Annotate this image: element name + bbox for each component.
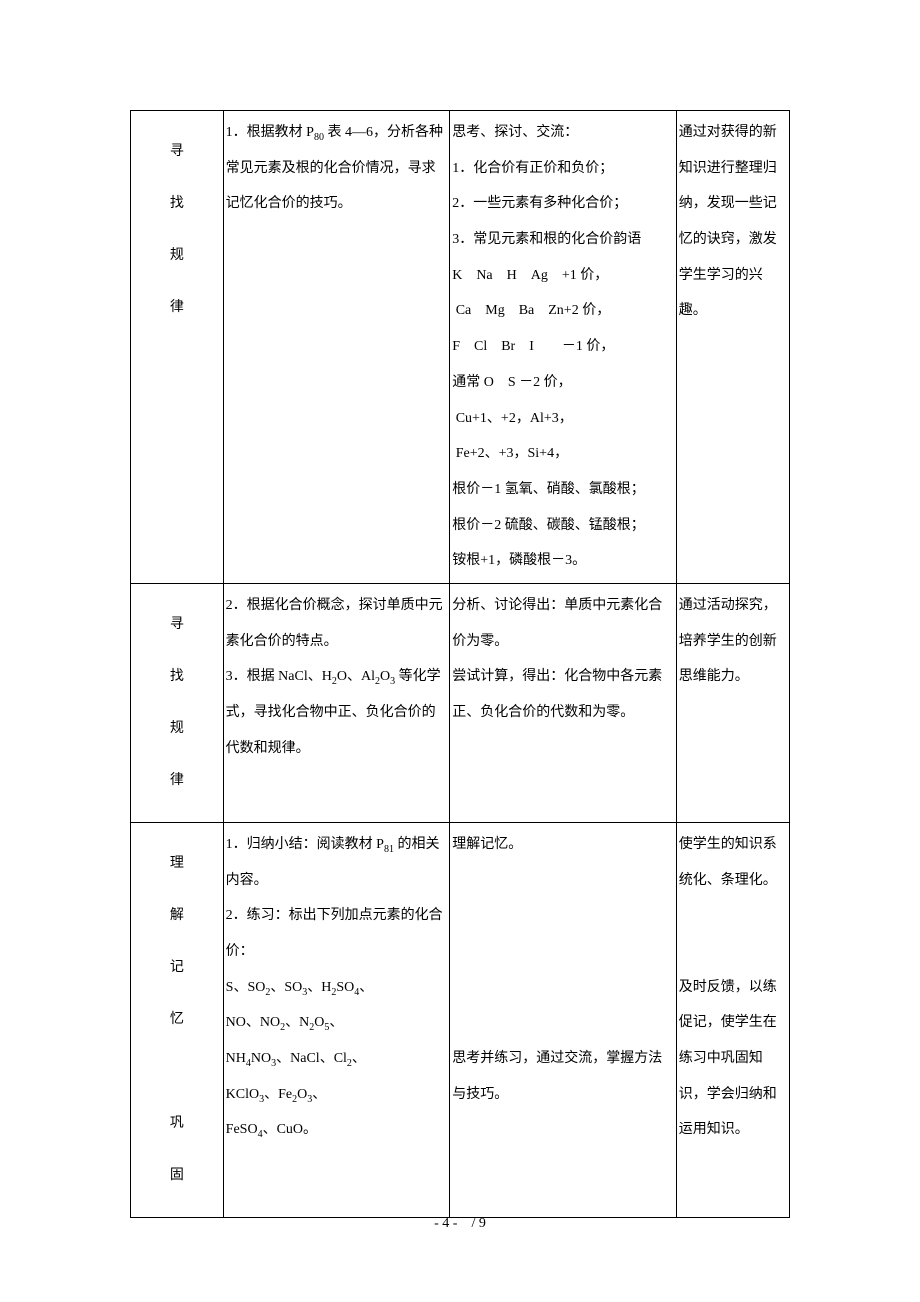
label-char [175, 1065, 179, 1079]
teacher-activity: 1．根据教材 P80 表 4—6，分析各种常见元素及根的化合价情况，寻求记忆化合… [223, 111, 450, 584]
teacher-activity: 1．归纳小结：阅读教材 P81 的相关内容。2．练习：标出下列加点元素的化合价：… [223, 822, 450, 1217]
label-char: 规 [170, 722, 184, 736]
label-char: 律 [170, 301, 184, 315]
student-activity: 分析、讨论得出：单质中元素化合价为零。尝试计算，得出：化合物中各元素正、负化合价… [450, 583, 677, 822]
label-char: 记 [170, 961, 184, 975]
table-row: 理解记忆 巩固1．归纳小结：阅读教材 P81 的相关内容。2．练习：标出下列加点… [131, 822, 790, 1217]
label-char: 固 [170, 1169, 184, 1183]
design-intent: 通过对获得的新知识进行整理归纳，发现一些记忆的诀窍，激发学生学习的兴趣。 [676, 111, 789, 584]
teacher-activity: 2．根据化合价概念，探讨单质中元素化合价的特点。3．根据 NaCl、H2O、Al… [223, 583, 450, 822]
table-row: 寻找规律1．根据教材 P80 表 4—6，分析各种常见元素及根的化合价情况，寻求… [131, 111, 790, 584]
student-activity: 思考、探讨、交流：1．化合价有正价和负价；2．一些元素有多种化合价；3．常见元素… [450, 111, 677, 584]
label-char: 巩 [170, 1117, 184, 1131]
label-char: 找 [170, 197, 184, 211]
label-char: 规 [170, 249, 184, 263]
document-page: 寻找规律1．根据教材 P80 表 4—6，分析各种常见元素及根的化合价情况，寻求… [0, 0, 920, 1218]
row-label: 寻找规律 [131, 111, 224, 584]
label-char: 寻 [170, 618, 184, 632]
label-char: 找 [170, 670, 184, 684]
page-number: - 4 - / 9 [434, 1216, 486, 1231]
row-label: 寻找规律 [131, 583, 224, 822]
table-row: 寻找规律2．根据化合价概念，探讨单质中元素化合价的特点。3．根据 NaCl、H2… [131, 583, 790, 822]
lesson-table: 寻找规律1．根据教材 P80 表 4—6，分析各种常见元素及根的化合价情况，寻求… [130, 110, 790, 1218]
row-label: 理解记忆 巩固 [131, 822, 224, 1217]
design-intent: 使学生的知识系统化、条理化。及时反馈，以练促记，使学生在练习中巩固知识，学会归纳… [676, 822, 789, 1217]
design-intent: 通过活动探究，培养学生的创新思维能力。 [676, 583, 789, 822]
label-char: 忆 [170, 1013, 184, 1027]
label-char: 律 [170, 774, 184, 788]
label-char: 理 [170, 857, 184, 871]
label-char: 解 [170, 909, 184, 923]
label-char: 寻 [170, 145, 184, 159]
student-activity: 理解记忆。思考并练习，通过交流，掌握方法与技巧。 [450, 822, 677, 1217]
page-footer: - 4 - / 9 [0, 1212, 920, 1232]
